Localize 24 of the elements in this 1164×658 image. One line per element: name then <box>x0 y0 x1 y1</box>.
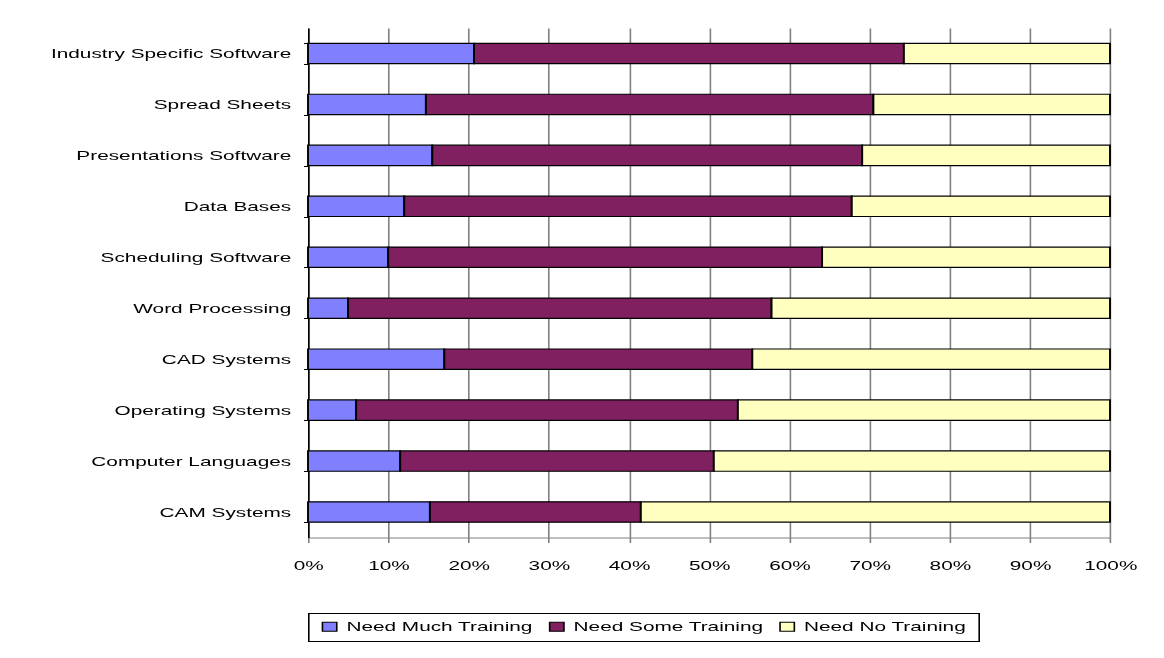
x-tick-label: 0% <box>293 558 324 573</box>
x-tick-label: 70% <box>849 558 891 573</box>
y-tick-label: Operating Systems <box>114 402 292 418</box>
y-tick-label: CAD Systems <box>161 351 292 367</box>
y-tick-label: CAM Systems <box>159 504 292 520</box>
x-tick-label: 80% <box>929 558 972 573</box>
legend-label: Need Some Training <box>573 618 764 634</box>
x-tick-label: 20% <box>448 558 490 573</box>
y-tick-label: Industry Specific Software <box>50 45 292 61</box>
y-tick-label: Word Processing <box>133 300 292 316</box>
y-tick-label: Spread Sheets <box>153 96 292 112</box>
y-tick-label: Presentations Software <box>76 147 292 163</box>
x-tick-label: 40% <box>608 558 651 573</box>
x-tick-label: 90% <box>1009 558 1052 573</box>
x-tick-label: 60% <box>769 558 811 573</box>
x-tick-label: 30% <box>528 558 571 573</box>
legend-label: Need Much Training <box>346 618 533 634</box>
x-tick-label: 50% <box>689 558 731 573</box>
y-tick-label: Computer Languages <box>91 453 292 469</box>
x-tick-label: 100% <box>1084 558 1138 573</box>
y-tick-label: Data Bases <box>183 198 292 214</box>
y-tick-label: Scheduling Software <box>100 249 292 265</box>
x-tick-label: 10% <box>368 558 410 573</box>
legend-label: Need No Training <box>804 618 966 634</box>
